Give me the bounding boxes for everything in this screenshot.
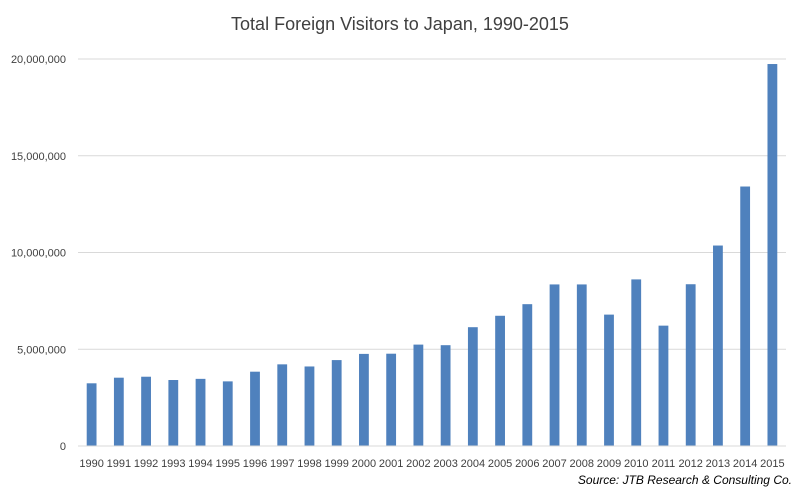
bar-2014 <box>740 186 751 447</box>
bar-2000 <box>359 353 369 446</box>
x-tick-label: 2005 <box>488 458 512 470</box>
x-tick-label: 1992 <box>134 458 158 470</box>
bar-1990 <box>86 383 97 446</box>
x-tick-label: 1993 <box>161 458 185 470</box>
x-axis-labels: 1990 1991 1992 1993 1994 1995 1996 1997 1998 1999… <box>79 458 784 470</box>
y-axis-labels: 0 5,000,000 10,000,000 15,000,000 20,000,000 <box>11 54 66 453</box>
bar-1997 <box>277 364 288 446</box>
x-tick-label: 2002 <box>406 458 430 470</box>
y-tick-label: 5,000,000 <box>17 344 66 356</box>
bar-1992 <box>141 376 151 446</box>
bar-2005 <box>495 315 505 446</box>
x-tick-label: 1998 <box>297 458 321 470</box>
x-tick-label: 1991 <box>107 458 131 470</box>
x-tick-label: 1995 <box>216 458 240 470</box>
x-tick-label: 2011 <box>652 458 676 470</box>
x-tick-label: 2015 <box>760 458 784 470</box>
y-tick-label: 10,000,000 <box>11 248 66 260</box>
bar-1999 <box>331 360 342 446</box>
y-tick-label: 20,000,000 <box>11 54 66 66</box>
x-tick-label: 2014 <box>733 458 757 470</box>
bar-2009 <box>604 314 614 446</box>
x-tick-label: 1990 <box>79 458 103 470</box>
bar-2007 <box>549 284 560 446</box>
bar-2012 <box>685 284 696 446</box>
bar-2008 <box>576 284 587 446</box>
source-note: Source: JTB Research & Consulting Co. <box>578 473 792 487</box>
bar-2001 <box>386 353 397 446</box>
bar-2004 <box>467 327 478 446</box>
x-tick-label: 2007 <box>542 458 566 470</box>
bar-2013 <box>713 245 723 446</box>
bar-1996 <box>250 371 260 446</box>
bar-2006 <box>522 304 533 446</box>
bar-1994 <box>195 378 206 446</box>
x-tick-label: 1999 <box>324 458 348 470</box>
bar-1991 <box>113 377 124 446</box>
bar-1998 <box>304 366 315 446</box>
x-tick-label: 1996 <box>243 458 267 470</box>
bar-2015 <box>767 64 778 446</box>
x-tick-label: 2008 <box>570 458 594 470</box>
bar-1995 <box>222 381 233 446</box>
x-tick-label: 2003 <box>433 458 457 470</box>
x-tick-label: 2009 <box>597 458 621 470</box>
x-tick-label: 2004 <box>461 458 485 470</box>
x-tick-label: 2012 <box>678 458 702 470</box>
x-tick-label: 1997 <box>270 458 294 470</box>
x-tick-label: 2000 <box>352 458 376 470</box>
bar-2010 <box>631 279 642 446</box>
bar-1993 <box>168 380 179 446</box>
x-tick-label: 1994 <box>188 458 212 470</box>
x-tick-label: 2010 <box>624 458 648 470</box>
gridlines <box>78 58 786 350</box>
x-tick-label: 2013 <box>706 458 730 470</box>
y-tick-label: 15,000,000 <box>11 151 66 163</box>
bar-2003 <box>440 345 451 446</box>
x-tick-label: 2006 <box>515 458 539 470</box>
bar-2011 <box>658 325 669 446</box>
y-tick-label: 0 <box>60 441 66 453</box>
bar-2002 <box>413 344 424 446</box>
chart-title: Total Foreign Visitors to Japan, 1990-20… <box>231 14 569 34</box>
x-tick-label: 2001 <box>379 458 403 470</box>
bars <box>86 64 778 447</box>
